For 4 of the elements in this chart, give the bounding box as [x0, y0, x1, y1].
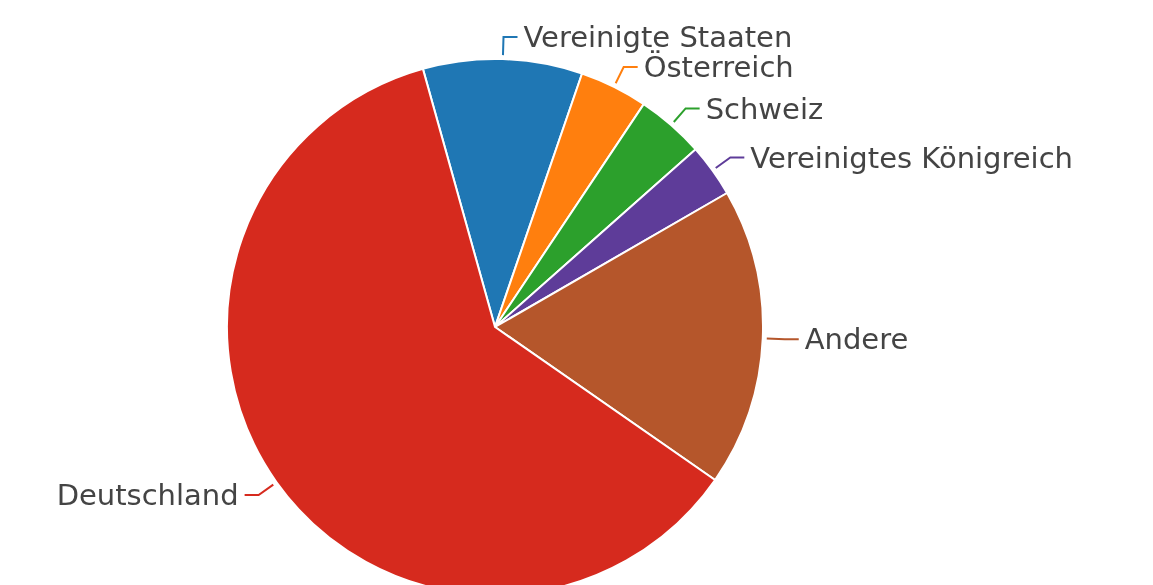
slice-label: Vereinigtes Königreich — [750, 140, 1073, 175]
slice-label: Deutschland — [56, 478, 239, 513]
slice-label: Andere — [804, 322, 909, 357]
slice-label: Schweiz — [705, 91, 824, 126]
